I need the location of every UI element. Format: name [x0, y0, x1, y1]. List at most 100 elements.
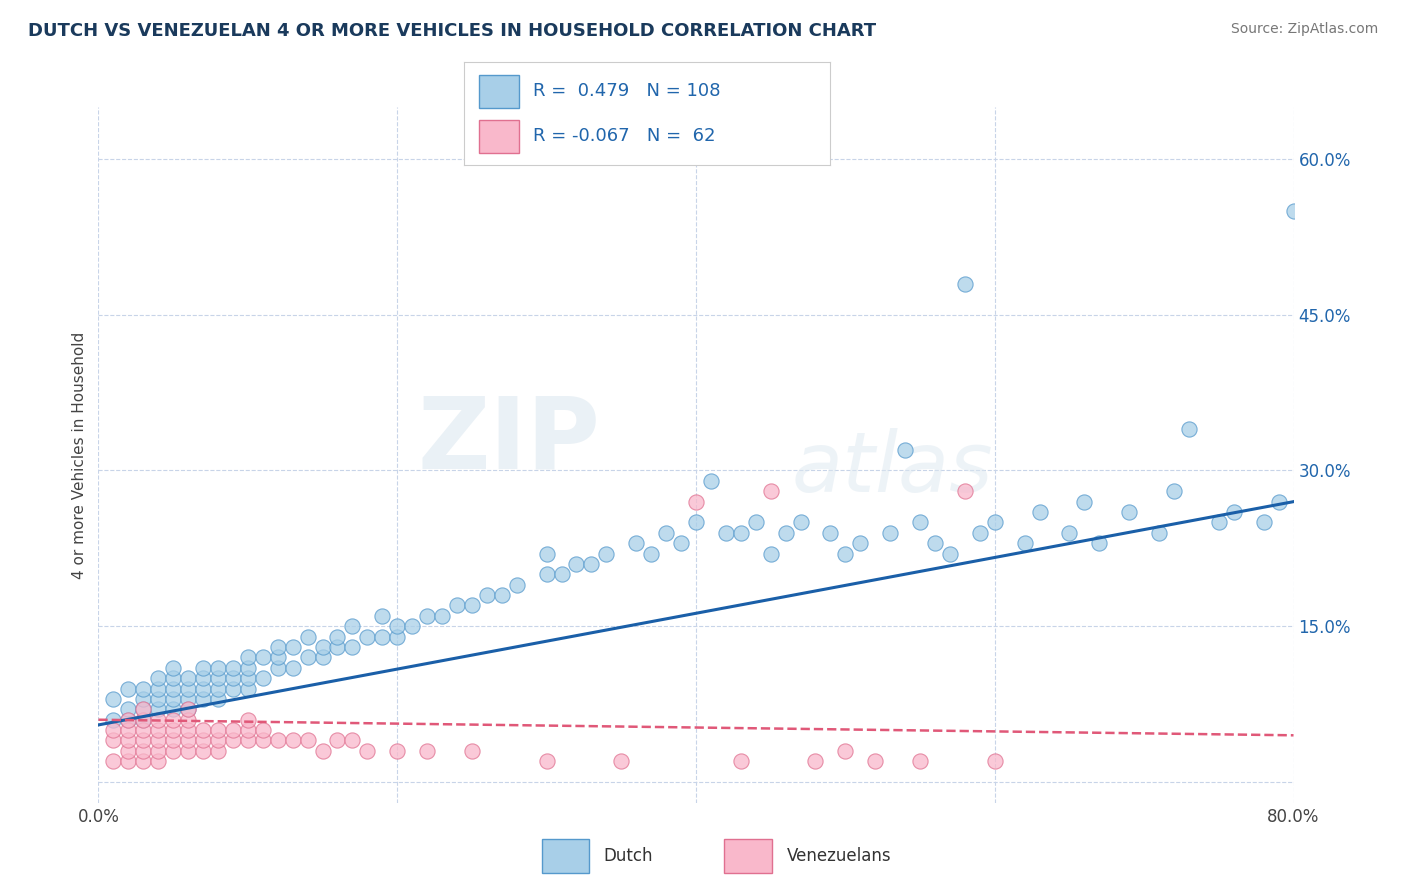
Point: [177, 702, 200, 716]
Point: [177, 733, 200, 747]
Point: [430, 608, 453, 623]
Point: [162, 661, 184, 675]
Point: [207, 733, 229, 747]
Point: [1147, 525, 1170, 540]
Point: [162, 681, 184, 696]
Point: [132, 723, 155, 738]
Point: [1282, 203, 1305, 218]
Point: [132, 702, 155, 716]
Text: R = -0.067   N =  62: R = -0.067 N = 62: [533, 128, 716, 145]
Point: [775, 525, 797, 540]
Point: [117, 754, 139, 768]
Point: [969, 525, 991, 540]
FancyBboxPatch shape: [478, 120, 519, 153]
Point: [326, 630, 349, 644]
Point: [177, 681, 200, 696]
Point: [311, 744, 333, 758]
Point: [252, 650, 274, 665]
Point: [610, 754, 633, 768]
Point: [1223, 505, 1246, 519]
FancyBboxPatch shape: [478, 75, 519, 108]
Point: [222, 661, 245, 675]
Point: [132, 692, 155, 706]
Point: [191, 733, 214, 747]
Point: [491, 588, 513, 602]
Point: [745, 516, 768, 530]
Text: DUTCH VS VENEZUELAN 4 OR MORE VEHICLES IN HOUSEHOLD CORRELATION CHART: DUTCH VS VENEZUELAN 4 OR MORE VEHICLES I…: [28, 22, 876, 40]
Point: [281, 733, 304, 747]
Point: [685, 494, 707, 508]
Point: [1208, 516, 1230, 530]
Point: [191, 723, 214, 738]
Point: [103, 723, 125, 738]
FancyBboxPatch shape: [541, 839, 589, 873]
Point: [342, 640, 364, 654]
Point: [162, 723, 184, 738]
Point: [1118, 505, 1140, 519]
Point: [311, 650, 333, 665]
Point: [356, 630, 378, 644]
Point: [162, 744, 184, 758]
Point: [475, 588, 498, 602]
Point: [385, 630, 409, 644]
Point: [595, 547, 617, 561]
Point: [236, 661, 259, 675]
Point: [148, 671, 170, 685]
Point: [759, 547, 782, 561]
Point: [984, 516, 1007, 530]
Point: [252, 723, 274, 738]
Point: [148, 754, 170, 768]
Point: [894, 442, 917, 457]
Point: [924, 536, 946, 550]
Point: [297, 650, 319, 665]
Point: [177, 723, 200, 738]
Point: [252, 733, 274, 747]
Point: [132, 702, 155, 716]
Point: [207, 692, 229, 706]
Point: [222, 671, 245, 685]
Point: [297, 733, 319, 747]
Point: [536, 754, 558, 768]
Point: [148, 692, 170, 706]
Point: [117, 733, 139, 747]
Y-axis label: 4 or more Vehicles in Household: 4 or more Vehicles in Household: [72, 331, 87, 579]
Point: [297, 630, 319, 644]
Point: [1088, 536, 1111, 550]
Point: [207, 671, 229, 685]
Point: [148, 713, 170, 727]
Point: [879, 525, 901, 540]
Point: [117, 713, 139, 727]
Point: [536, 567, 558, 582]
Point: [236, 671, 259, 685]
Point: [267, 733, 290, 747]
Point: [1014, 536, 1036, 550]
Point: [730, 754, 752, 768]
Point: [267, 661, 290, 675]
Point: [207, 723, 229, 738]
Point: [401, 619, 423, 633]
Point: [714, 525, 737, 540]
Point: [148, 681, 170, 696]
Point: [849, 536, 872, 550]
Point: [236, 723, 259, 738]
Point: [162, 733, 184, 747]
Point: [191, 692, 214, 706]
Point: [385, 744, 409, 758]
Point: [908, 754, 931, 768]
Point: [222, 681, 245, 696]
Point: [820, 525, 842, 540]
Point: [789, 516, 811, 530]
Point: [385, 619, 409, 633]
Point: [953, 484, 976, 499]
Point: [759, 484, 782, 499]
Point: [669, 536, 692, 550]
Text: Dutch: Dutch: [603, 847, 654, 865]
Point: [326, 733, 349, 747]
Point: [148, 702, 170, 716]
Text: Source: ZipAtlas.com: Source: ZipAtlas.com: [1230, 22, 1378, 37]
Point: [416, 608, 439, 623]
Point: [834, 744, 856, 758]
Point: [177, 671, 200, 685]
Point: [267, 650, 290, 665]
Point: [536, 547, 558, 561]
